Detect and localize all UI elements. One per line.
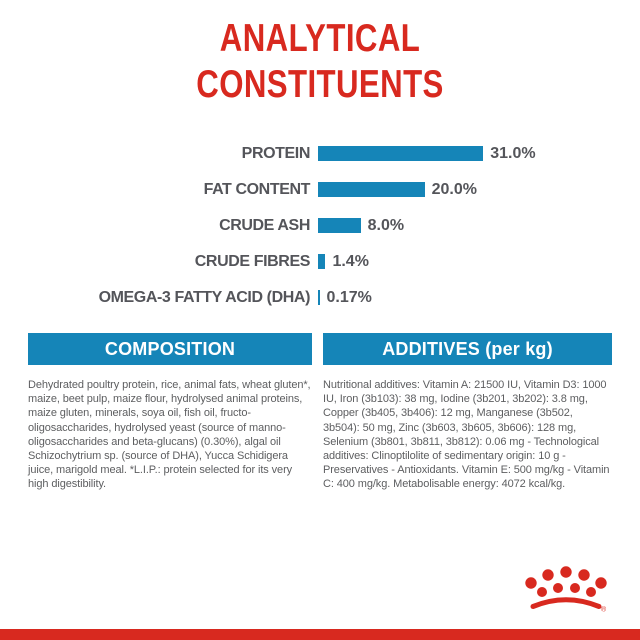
additives-header: ADDITIVES (per kg) <box>323 333 612 365</box>
bar <box>318 182 425 197</box>
bar-value: 31.0% <box>490 144 536 162</box>
crown-dots <box>525 566 607 597</box>
bar-label: PROTEIN <box>241 144 311 162</box>
bar-row: PROTEIN 31.0% <box>28 144 612 162</box>
bar-label: CRUDE FIBRES <box>194 252 311 270</box>
composition-text: Dehydrated poultry protein, rice, animal… <box>28 379 311 491</box>
bar-value: 8.0% <box>367 216 405 234</box>
analytical-bar-chart: PROTEIN 31.0% FAT CONTENT 20.0% CRUDE ASH 8.0… <box>28 144 612 326</box>
bar <box>318 290 320 305</box>
bar-row: FAT CONTENT 20.0% <box>28 180 612 198</box>
composition-header: COMPOSITION <box>28 333 312 365</box>
additives-text: Nutritional additives: Vitamin A: 21500 … <box>323 379 610 491</box>
additives-section: ADDITIVES (per kg) Nutritional additives… <box>323 333 612 492</box>
bar-value: 1.4% <box>332 252 369 270</box>
bar-value: 20.0% <box>431 180 477 198</box>
footer-red-strip <box>0 629 640 640</box>
page-title-line1: ANALYTICAL <box>219 17 421 60</box>
bar-row: CRUDE ASH 8.0% <box>28 216 612 234</box>
composition-section: COMPOSITION Dehydrated poultry protein, … <box>28 333 312 492</box>
bar-label: FAT CONTENT <box>203 180 311 198</box>
bar <box>318 254 326 269</box>
bar-label: CRUDE ASH <box>219 216 310 234</box>
registered-mark: ® <box>601 606 607 614</box>
royal-canin-crown-logo: ® <box>525 566 607 614</box>
bar-value: 0.17% <box>326 288 372 306</box>
bar <box>318 146 484 161</box>
bar-row: OMEGA-3 FATTY ACID (DHA) 0.17% <box>28 288 612 306</box>
page-title-line2: CONSTITUENTS <box>196 63 444 106</box>
crown-swoosh <box>530 597 602 609</box>
bar-row: CRUDE FIBRES 1.4% <box>28 252 612 270</box>
bar <box>318 218 361 233</box>
bar-label: OMEGA-3 FATTY ACID (DHA) <box>98 288 311 306</box>
page-title: ANALYTICAL CONSTITUENTS <box>0 16 640 108</box>
